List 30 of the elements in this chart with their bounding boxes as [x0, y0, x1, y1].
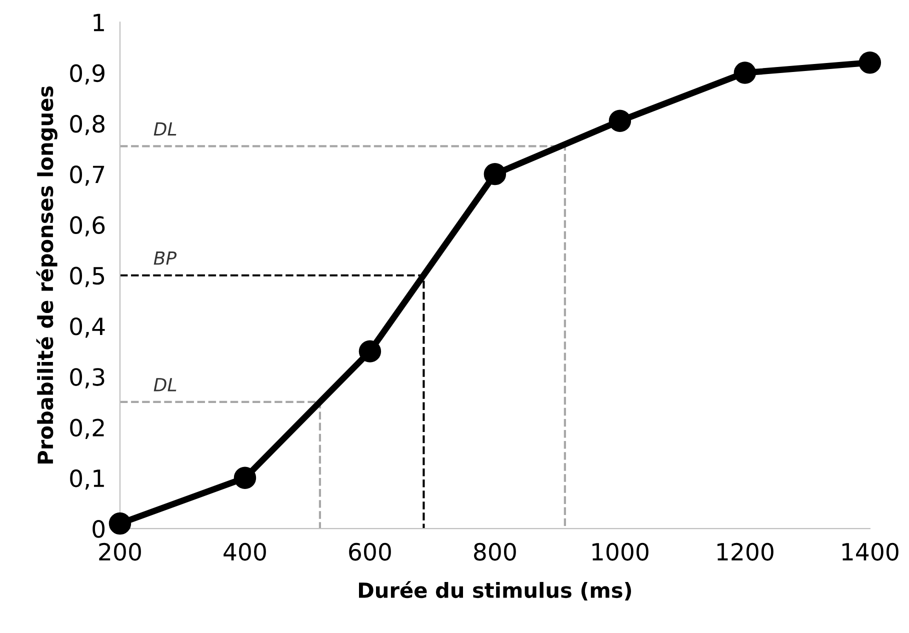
x-tick-label: 400	[224, 542, 266, 561]
point	[108, 512, 132, 535]
y-tick-label: 1	[94, 14, 104, 32]
y-tick-label: 0,8	[70, 114, 104, 136]
point	[358, 340, 382, 362]
x-tick-label: 200	[99, 542, 141, 561]
y-tick-label: 0,4	[70, 317, 105, 338]
point	[608, 110, 632, 132]
x-tick-label: 1000	[592, 542, 648, 561]
y-tick-label: 0,1	[70, 469, 104, 490]
y-tick-label: 0,6	[70, 216, 105, 236]
annotation: DL	[154, 378, 176, 392]
y-tick-label: 0,5	[70, 266, 104, 288]
point	[484, 162, 506, 186]
annotation: BP	[154, 251, 177, 265]
y-tick-label: 0,9	[70, 64, 104, 85]
y-tick-label: 0,2	[70, 418, 104, 439]
x-tick-label: 800	[474, 542, 516, 561]
y-tick-label: 0	[92, 520, 105, 538]
x-tick-label: 600	[349, 542, 391, 561]
x-axis-title: Durée du stimulus (ms)	[359, 581, 632, 601]
y-tick-label: 0,7	[70, 166, 104, 186]
x-tick-label: 1400	[842, 542, 898, 561]
y-tick-label: 0,3	[70, 368, 104, 388]
point	[858, 52, 882, 74]
x-tick-label: 1200	[717, 542, 774, 561]
point	[234, 466, 256, 490]
y-axis-title: Probabilité de réponses longues	[36, 86, 58, 464]
annotation: DL	[154, 122, 176, 136]
point	[734, 62, 756, 84]
